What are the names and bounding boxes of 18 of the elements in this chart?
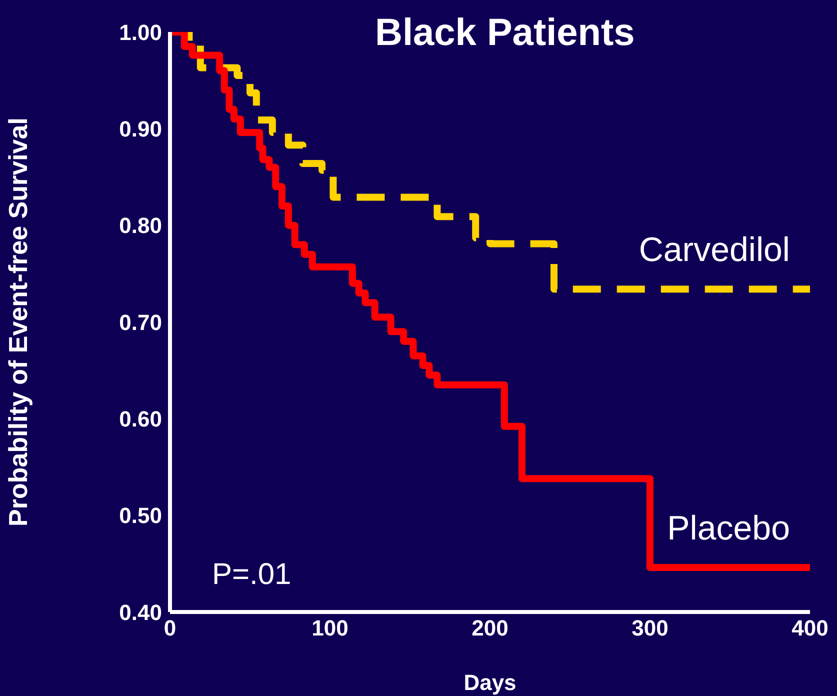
- chart-title: Black Patients: [375, 12, 635, 55]
- y-tick-label: 0.60: [119, 406, 162, 432]
- series-label: Placebo: [667, 510, 790, 548]
- y-axis-title: Probability of Event-free Survival: [3, 118, 34, 526]
- y-tick-label: 0.90: [119, 116, 162, 142]
- y-tick-label: 0.50: [119, 503, 162, 528]
- y-tick-label: 1.00: [119, 20, 162, 45]
- x-tick-label: 0: [164, 616, 176, 641]
- y-tick-label: 0.70: [119, 310, 162, 335]
- x-tick-label: 300: [632, 616, 668, 641]
- series-label: Carvedilol: [638, 231, 790, 270]
- y-tick-label: 0.80: [119, 213, 162, 238]
- y-tick-label: 0.40: [119, 600, 162, 625]
- x-axis-title: Days: [464, 670, 516, 695]
- x-tick-label: 200: [472, 616, 508, 641]
- x-tick-label: 100: [312, 616, 348, 641]
- x-tick-label: 400: [792, 616, 828, 641]
- annotation: P=.01: [212, 558, 292, 592]
